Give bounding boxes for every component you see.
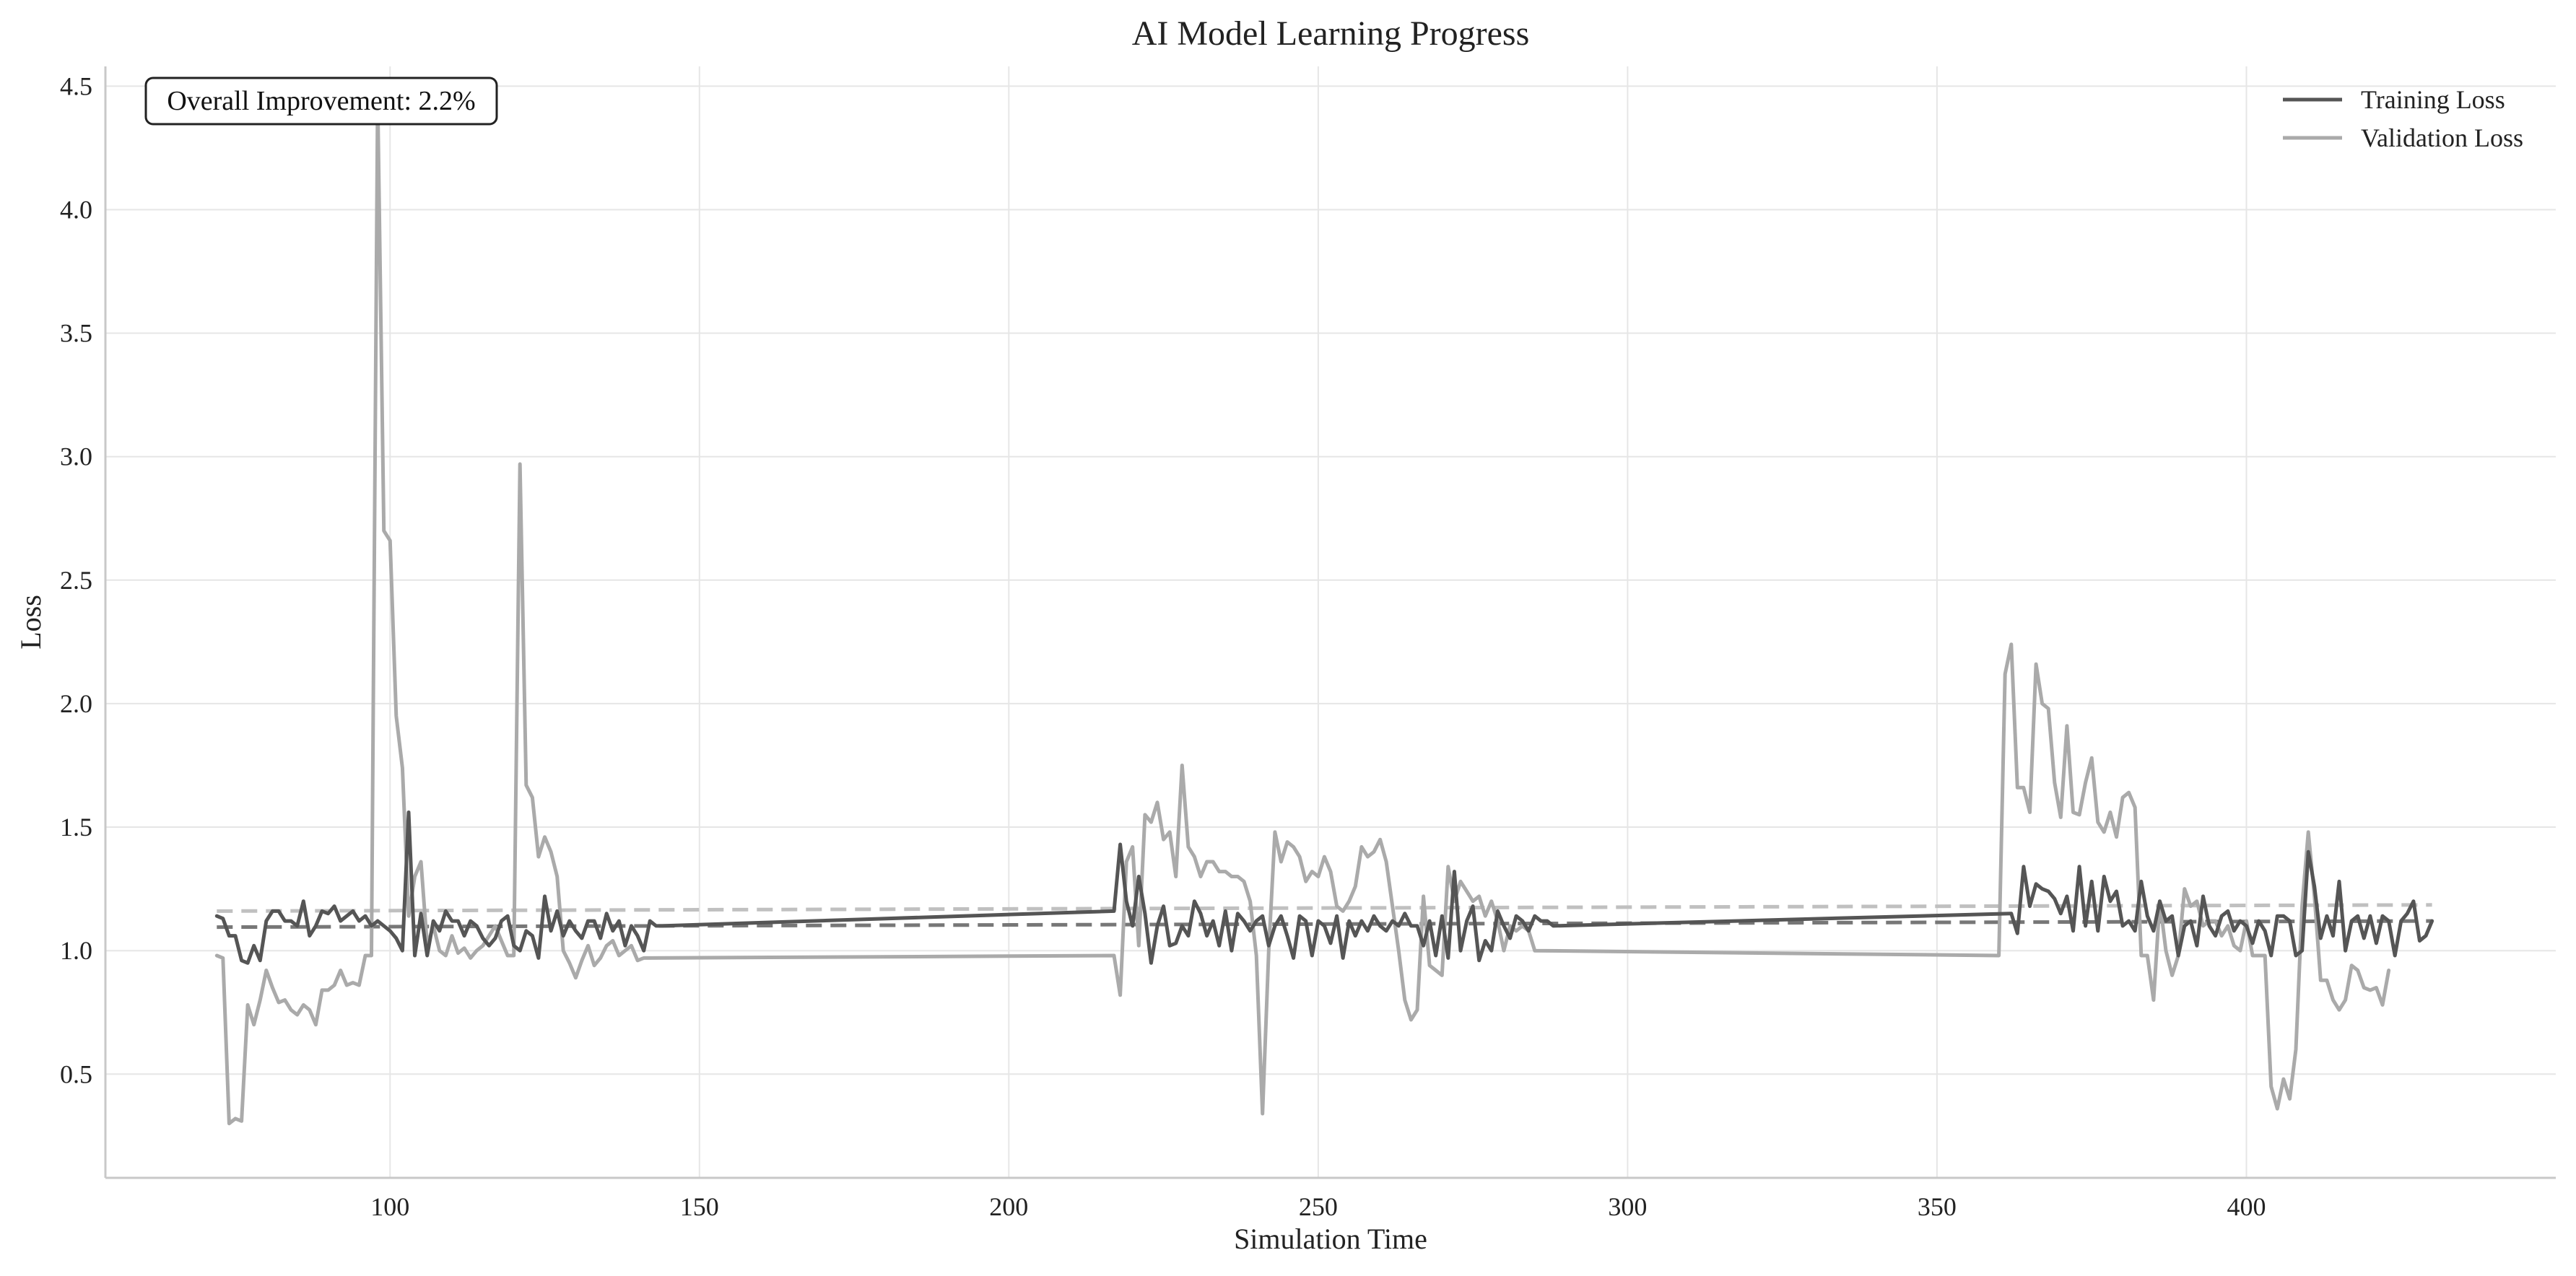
y-tick-label: 2.0 [60,689,92,718]
training-loss-line [214,810,2434,965]
y-tick-label: 3.5 [60,319,92,348]
x-tick-label: 300 [1608,1192,1647,1221]
x-tick-label: 350 [1918,1192,1957,1221]
y-tick-label: 2.5 [60,566,92,595]
axes [104,66,2556,1179]
x-tick-label: 250 [1299,1192,1338,1221]
x-tick-label: 150 [680,1192,719,1221]
y-tick-label: 1.5 [60,813,92,842]
tick-labels: 100 150 200 250 300 350 400 0.5 1.0 1.5 2.0 2.5 3.0 3… [60,71,2266,1221]
data-series [214,94,2434,1126]
y-tick-label: 4.5 [60,71,92,100]
annotation-frame [144,77,498,126]
x-tick-label: 200 [989,1192,1028,1221]
annotation-text: Overall Improvement: 2.2% [167,86,475,116]
legend-label-training: Training Loss [2361,85,2505,114]
y-axis-title: Loss [14,595,47,650]
x-tick-label: 400 [2227,1192,2266,1221]
y-tick-label: 1.0 [60,936,92,965]
y-tick-label: 3.0 [60,442,92,471]
y-tick-label: 0.5 [60,1059,92,1088]
legend-label-validation: Validation Loss [2361,123,2523,152]
grid [105,66,2556,1178]
x-axis-title: Simulation Time [1234,1223,1427,1255]
chart-title: AI Model Learning Progress [1132,14,1530,53]
y-tick-label: 4.0 [60,196,92,224]
legend: Training Loss Validation Loss [2283,85,2523,152]
annotation-box: Overall Improvement: 2.2% [144,77,498,126]
x-tick-label: 100 [370,1192,409,1221]
